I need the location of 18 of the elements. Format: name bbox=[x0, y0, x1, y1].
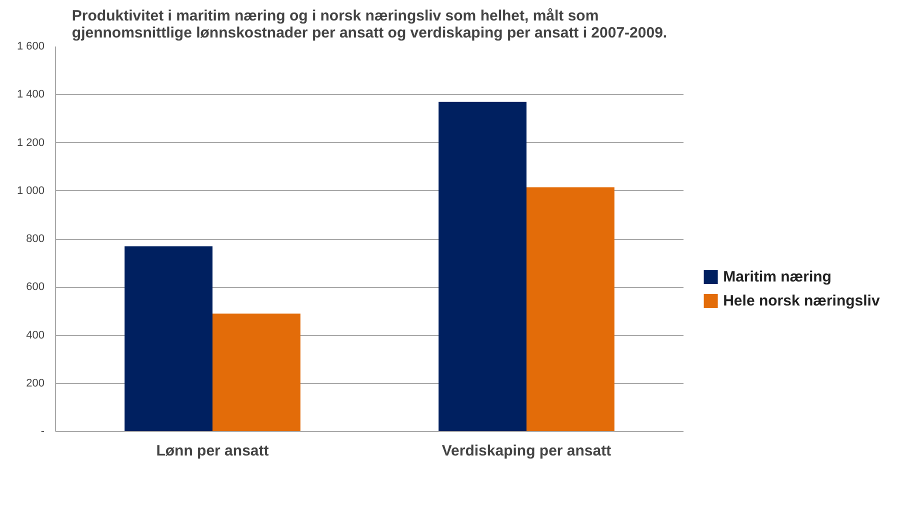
bar bbox=[438, 102, 526, 432]
y-tick-label: 800 bbox=[26, 233, 45, 245]
y-tick-label: 1 400 bbox=[16, 88, 45, 101]
y-tick-label: 1 600 bbox=[16, 40, 45, 52]
bar bbox=[526, 187, 614, 432]
bar bbox=[212, 314, 300, 432]
y-tick-label: 200 bbox=[26, 377, 45, 390]
y-tick-label: 1 000 bbox=[16, 184, 45, 197]
legend-label: Maritim næring bbox=[723, 268, 832, 286]
x-tick-label: Lønn per ansatt bbox=[156, 442, 269, 460]
legend-label: Hele norsk næringsliv bbox=[723, 292, 880, 310]
bar bbox=[124, 246, 212, 432]
y-tick-label: - bbox=[40, 426, 45, 438]
y-tick-label: 400 bbox=[26, 329, 45, 342]
y-tick-label: 600 bbox=[26, 281, 45, 294]
x-tick-label: Verdiskaping per ansatt bbox=[442, 442, 612, 460]
chart-title: Produktivitet i maritim næring og i norsk næringsliv som helhet, målt som gjennomsnittlige lønnskostnader per ansatt og verdiskaping per ansatt i 2007-2009. bbox=[72, 8, 668, 42]
y-tick-label: 1 200 bbox=[16, 136, 45, 149]
